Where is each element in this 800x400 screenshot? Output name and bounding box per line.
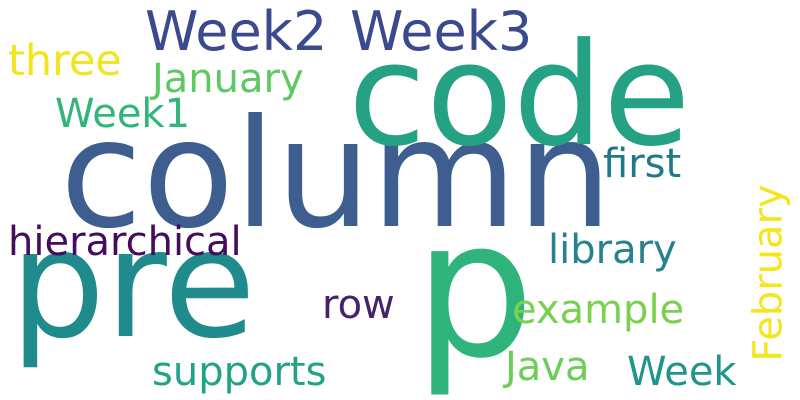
- word-code: code: [348, 13, 691, 178]
- word-week1: Week1: [55, 91, 191, 137]
- word-library: library: [548, 227, 677, 273]
- word-p: p: [414, 179, 535, 400]
- word-column: column: [60, 88, 613, 262]
- word-supports: supports: [152, 349, 327, 395]
- word-pre: pre: [10, 198, 256, 372]
- word-february: February: [745, 184, 792, 362]
- word-week: Week: [627, 349, 737, 395]
- word-example: example: [512, 287, 685, 333]
- word-java: Java: [505, 344, 590, 390]
- word-hierarchical: hierarchical: [8, 219, 242, 265]
- word-row: row: [322, 282, 395, 328]
- word-week3: Week3: [350, 0, 533, 63]
- word-january: January: [152, 56, 304, 102]
- word-week2: Week2: [145, 0, 328, 63]
- word-three: three: [8, 36, 122, 86]
- word-first: first: [603, 141, 682, 187]
